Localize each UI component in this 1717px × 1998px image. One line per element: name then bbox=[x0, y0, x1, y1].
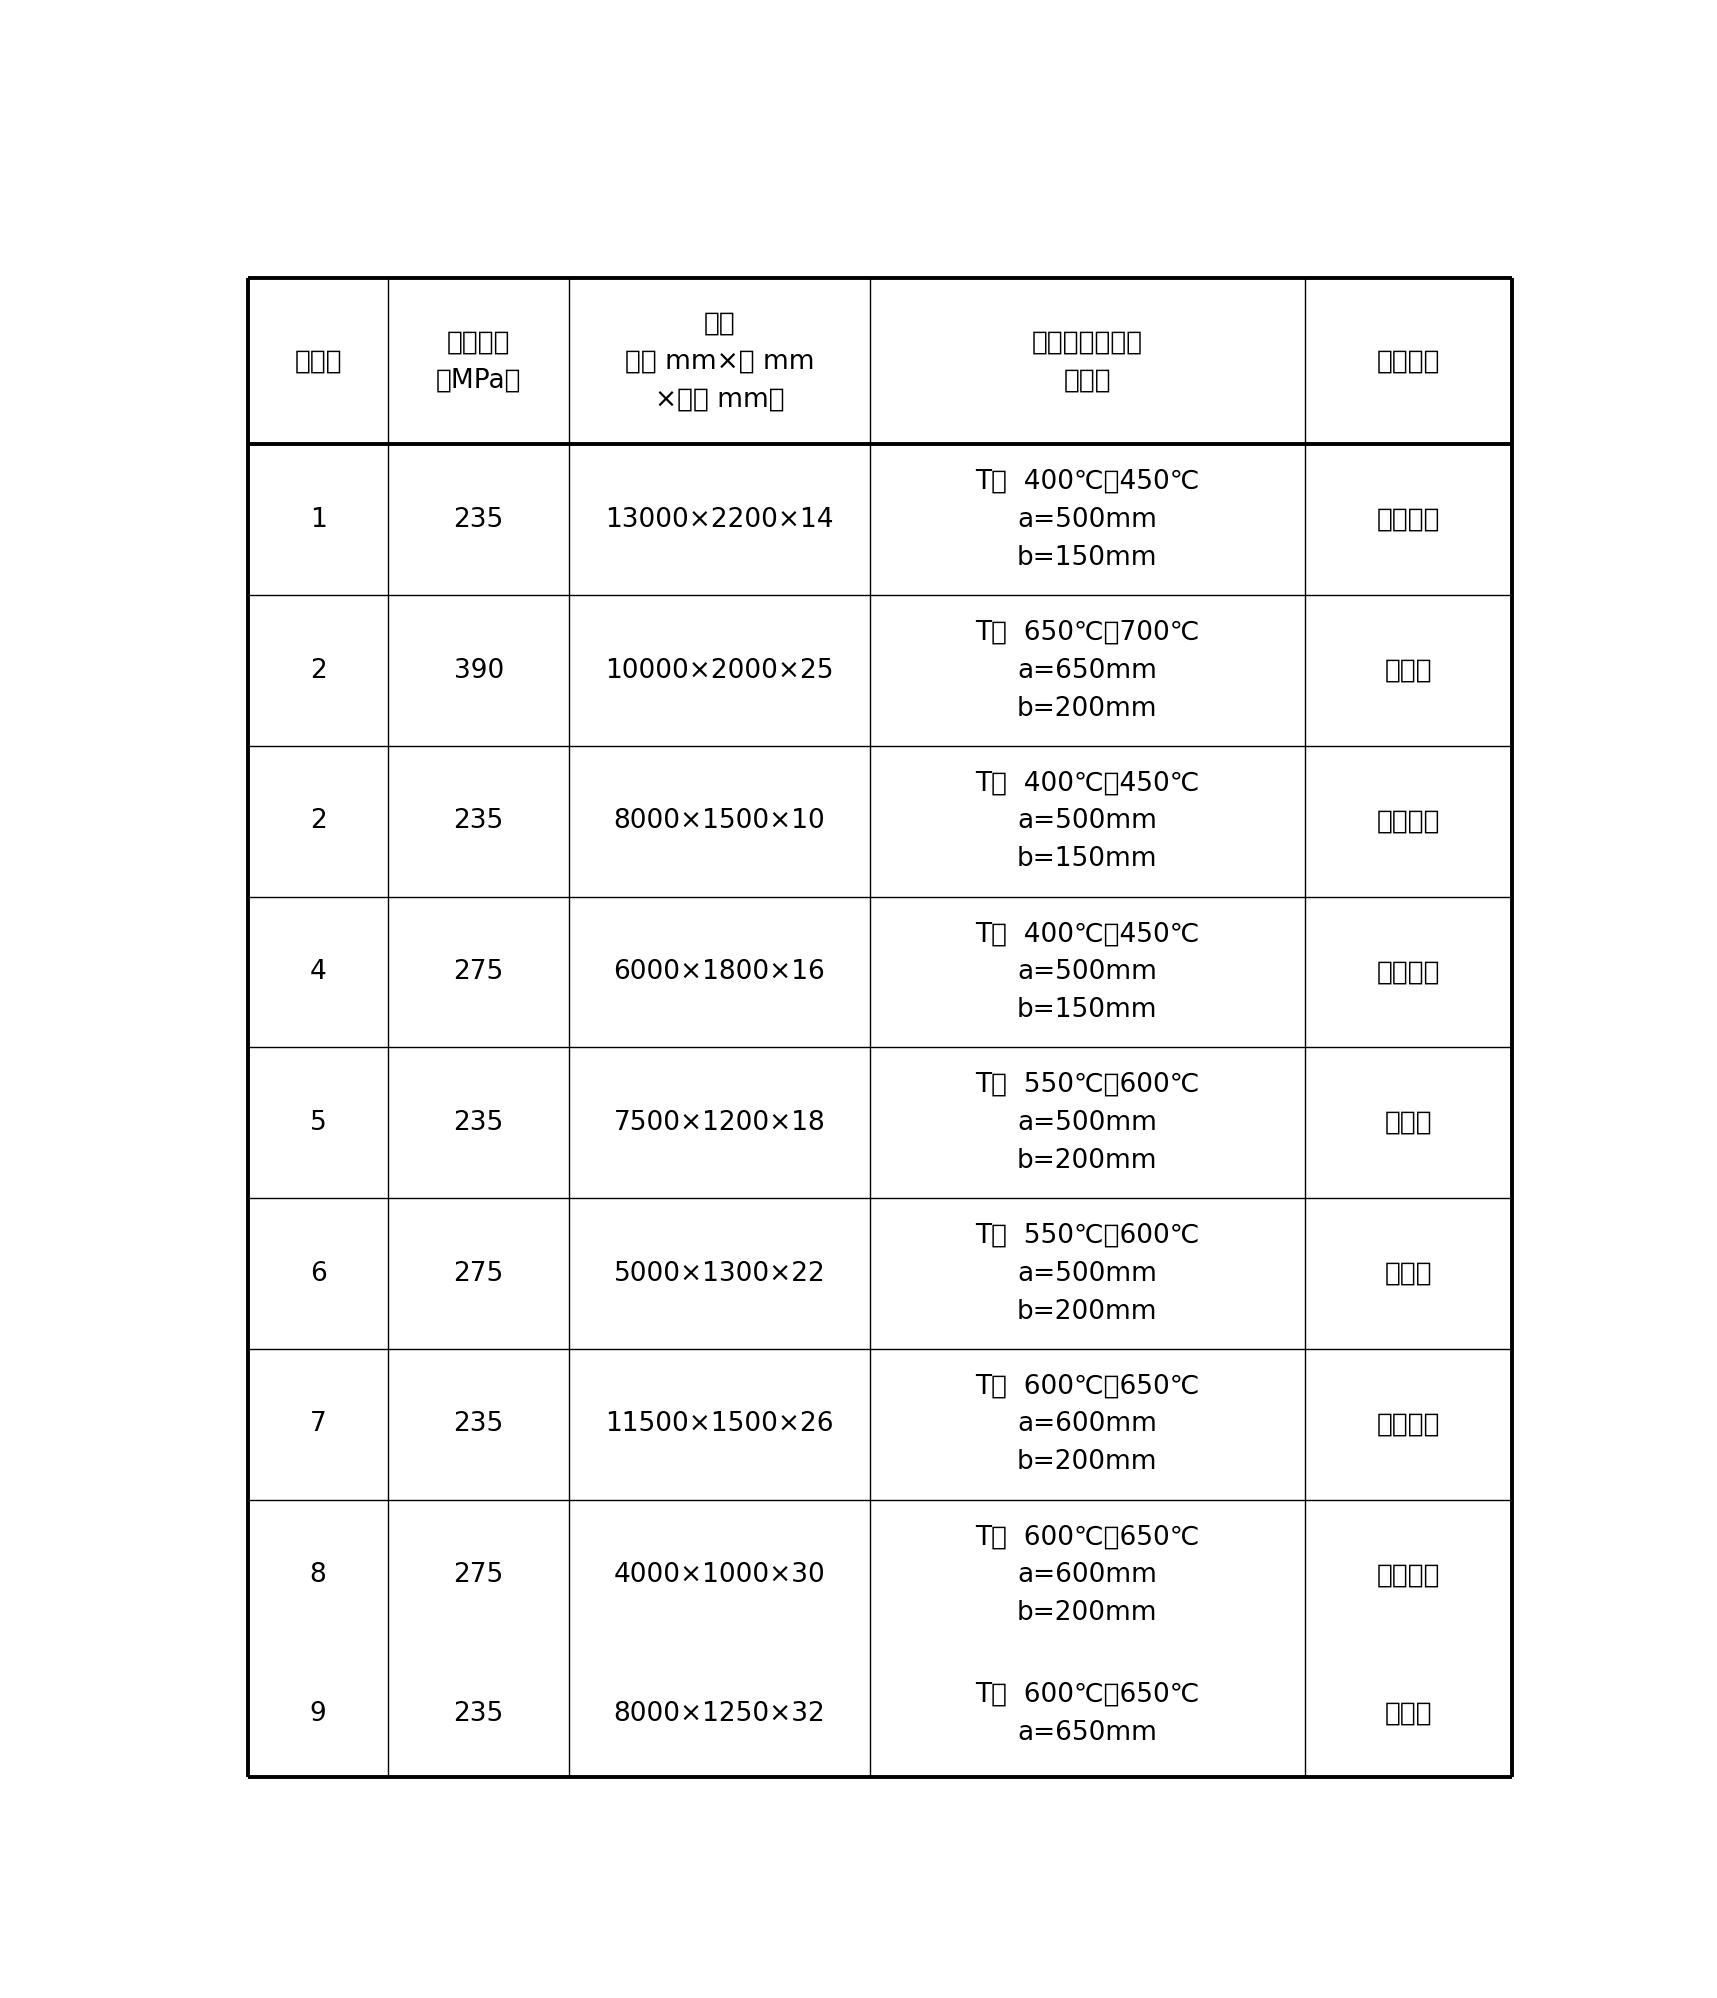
Text: 10000×2000×25: 10000×2000×25 bbox=[604, 657, 834, 683]
Text: 火焰烤把: 火焰烤把 bbox=[1377, 809, 1441, 835]
Text: 11500×1500×26: 11500×1500×26 bbox=[604, 1411, 834, 1437]
Text: T：  550℃～600℃
a=500mm
b=200mm: T： 550℃～600℃ a=500mm b=200mm bbox=[975, 1071, 1200, 1175]
Text: 235: 235 bbox=[453, 1411, 503, 1437]
Text: 275: 275 bbox=[453, 1261, 503, 1287]
Text: T：  400℃～450℃
a=500mm
b=150mm: T： 400℃～450℃ a=500mm b=150mm bbox=[975, 771, 1200, 873]
Text: 实施例: 实施例 bbox=[294, 348, 342, 374]
Text: 235: 235 bbox=[453, 1700, 503, 1726]
Text: 热电偶: 热电偶 bbox=[1384, 657, 1432, 683]
Text: 热电偶: 热电偶 bbox=[1384, 1109, 1432, 1135]
Text: T：  600℃～650℃
a=600mm
b=200mm: T： 600℃～650℃ a=600mm b=200mm bbox=[975, 1373, 1200, 1475]
Text: 火焰烤把: 火焰烤把 bbox=[1377, 1411, 1441, 1437]
Text: 13000×2200×14: 13000×2200×14 bbox=[604, 507, 834, 533]
Text: T：  550℃～600℃
a=500mm
b=200mm: T： 550℃～600℃ a=500mm b=200mm bbox=[975, 1223, 1200, 1325]
Text: 4: 4 bbox=[309, 959, 326, 985]
Text: 2: 2 bbox=[309, 657, 326, 683]
Text: 热电偶: 热电偶 bbox=[1384, 1261, 1432, 1287]
Text: 8000×1250×32: 8000×1250×32 bbox=[613, 1700, 826, 1726]
Text: 1: 1 bbox=[309, 507, 326, 533]
Text: T：  400℃～450℃
a=500mm
b=150mm: T： 400℃～450℃ a=500mm b=150mm bbox=[975, 470, 1200, 571]
Text: 6000×1800×16: 6000×1800×16 bbox=[613, 959, 826, 985]
Text: 275: 275 bbox=[453, 1562, 503, 1588]
Text: 5000×1300×22: 5000×1300×22 bbox=[613, 1261, 826, 1287]
Text: 275: 275 bbox=[453, 959, 503, 985]
Text: 火焰烤把: 火焰烤把 bbox=[1377, 959, 1441, 985]
Text: 火焰烤把: 火焰烤把 bbox=[1377, 1562, 1441, 1588]
Text: 7500×1200×18: 7500×1200×18 bbox=[613, 1109, 826, 1135]
Text: 规格
（长 mm×宽 mm
×厚度 mm）: 规格 （长 mm×宽 mm ×厚度 mm） bbox=[625, 310, 814, 412]
Text: T：  650℃～700℃
a=650mm
b=200mm: T： 650℃～700℃ a=650mm b=200mm bbox=[975, 619, 1200, 721]
Text: 4000×1000×30: 4000×1000×30 bbox=[613, 1562, 826, 1588]
Text: 7: 7 bbox=[309, 1411, 326, 1437]
Text: 235: 235 bbox=[453, 1109, 503, 1135]
Text: T：  600℃～650℃
a=600mm
b=200mm: T： 600℃～650℃ a=600mm b=200mm bbox=[975, 1524, 1200, 1626]
Text: 235: 235 bbox=[453, 507, 503, 533]
Text: 235: 235 bbox=[453, 809, 503, 835]
Text: 390: 390 bbox=[453, 657, 503, 683]
Text: 加热温度区间和
温控区: 加热温度区间和 温控区 bbox=[1032, 330, 1144, 394]
Text: 8000×1500×10: 8000×1500×10 bbox=[613, 809, 826, 835]
Text: T：  400℃～450℃
a=500mm
b=150mm: T： 400℃～450℃ a=500mm b=150mm bbox=[975, 921, 1200, 1023]
Text: 5: 5 bbox=[309, 1109, 326, 1135]
Text: 加热工具: 加热工具 bbox=[1377, 348, 1441, 374]
Text: 热电偶: 热电偶 bbox=[1384, 1700, 1432, 1726]
Text: 2: 2 bbox=[309, 809, 326, 835]
Text: T：  600℃～650℃
a=650mm: T： 600℃～650℃ a=650mm bbox=[975, 1682, 1200, 1746]
Text: 9: 9 bbox=[309, 1700, 326, 1726]
Text: 8: 8 bbox=[309, 1562, 326, 1588]
Text: 屈服强度
（MPa）: 屈服强度 （MPa） bbox=[436, 330, 522, 394]
Text: 6: 6 bbox=[309, 1261, 326, 1287]
Text: 火焰烤把: 火焰烤把 bbox=[1377, 507, 1441, 533]
